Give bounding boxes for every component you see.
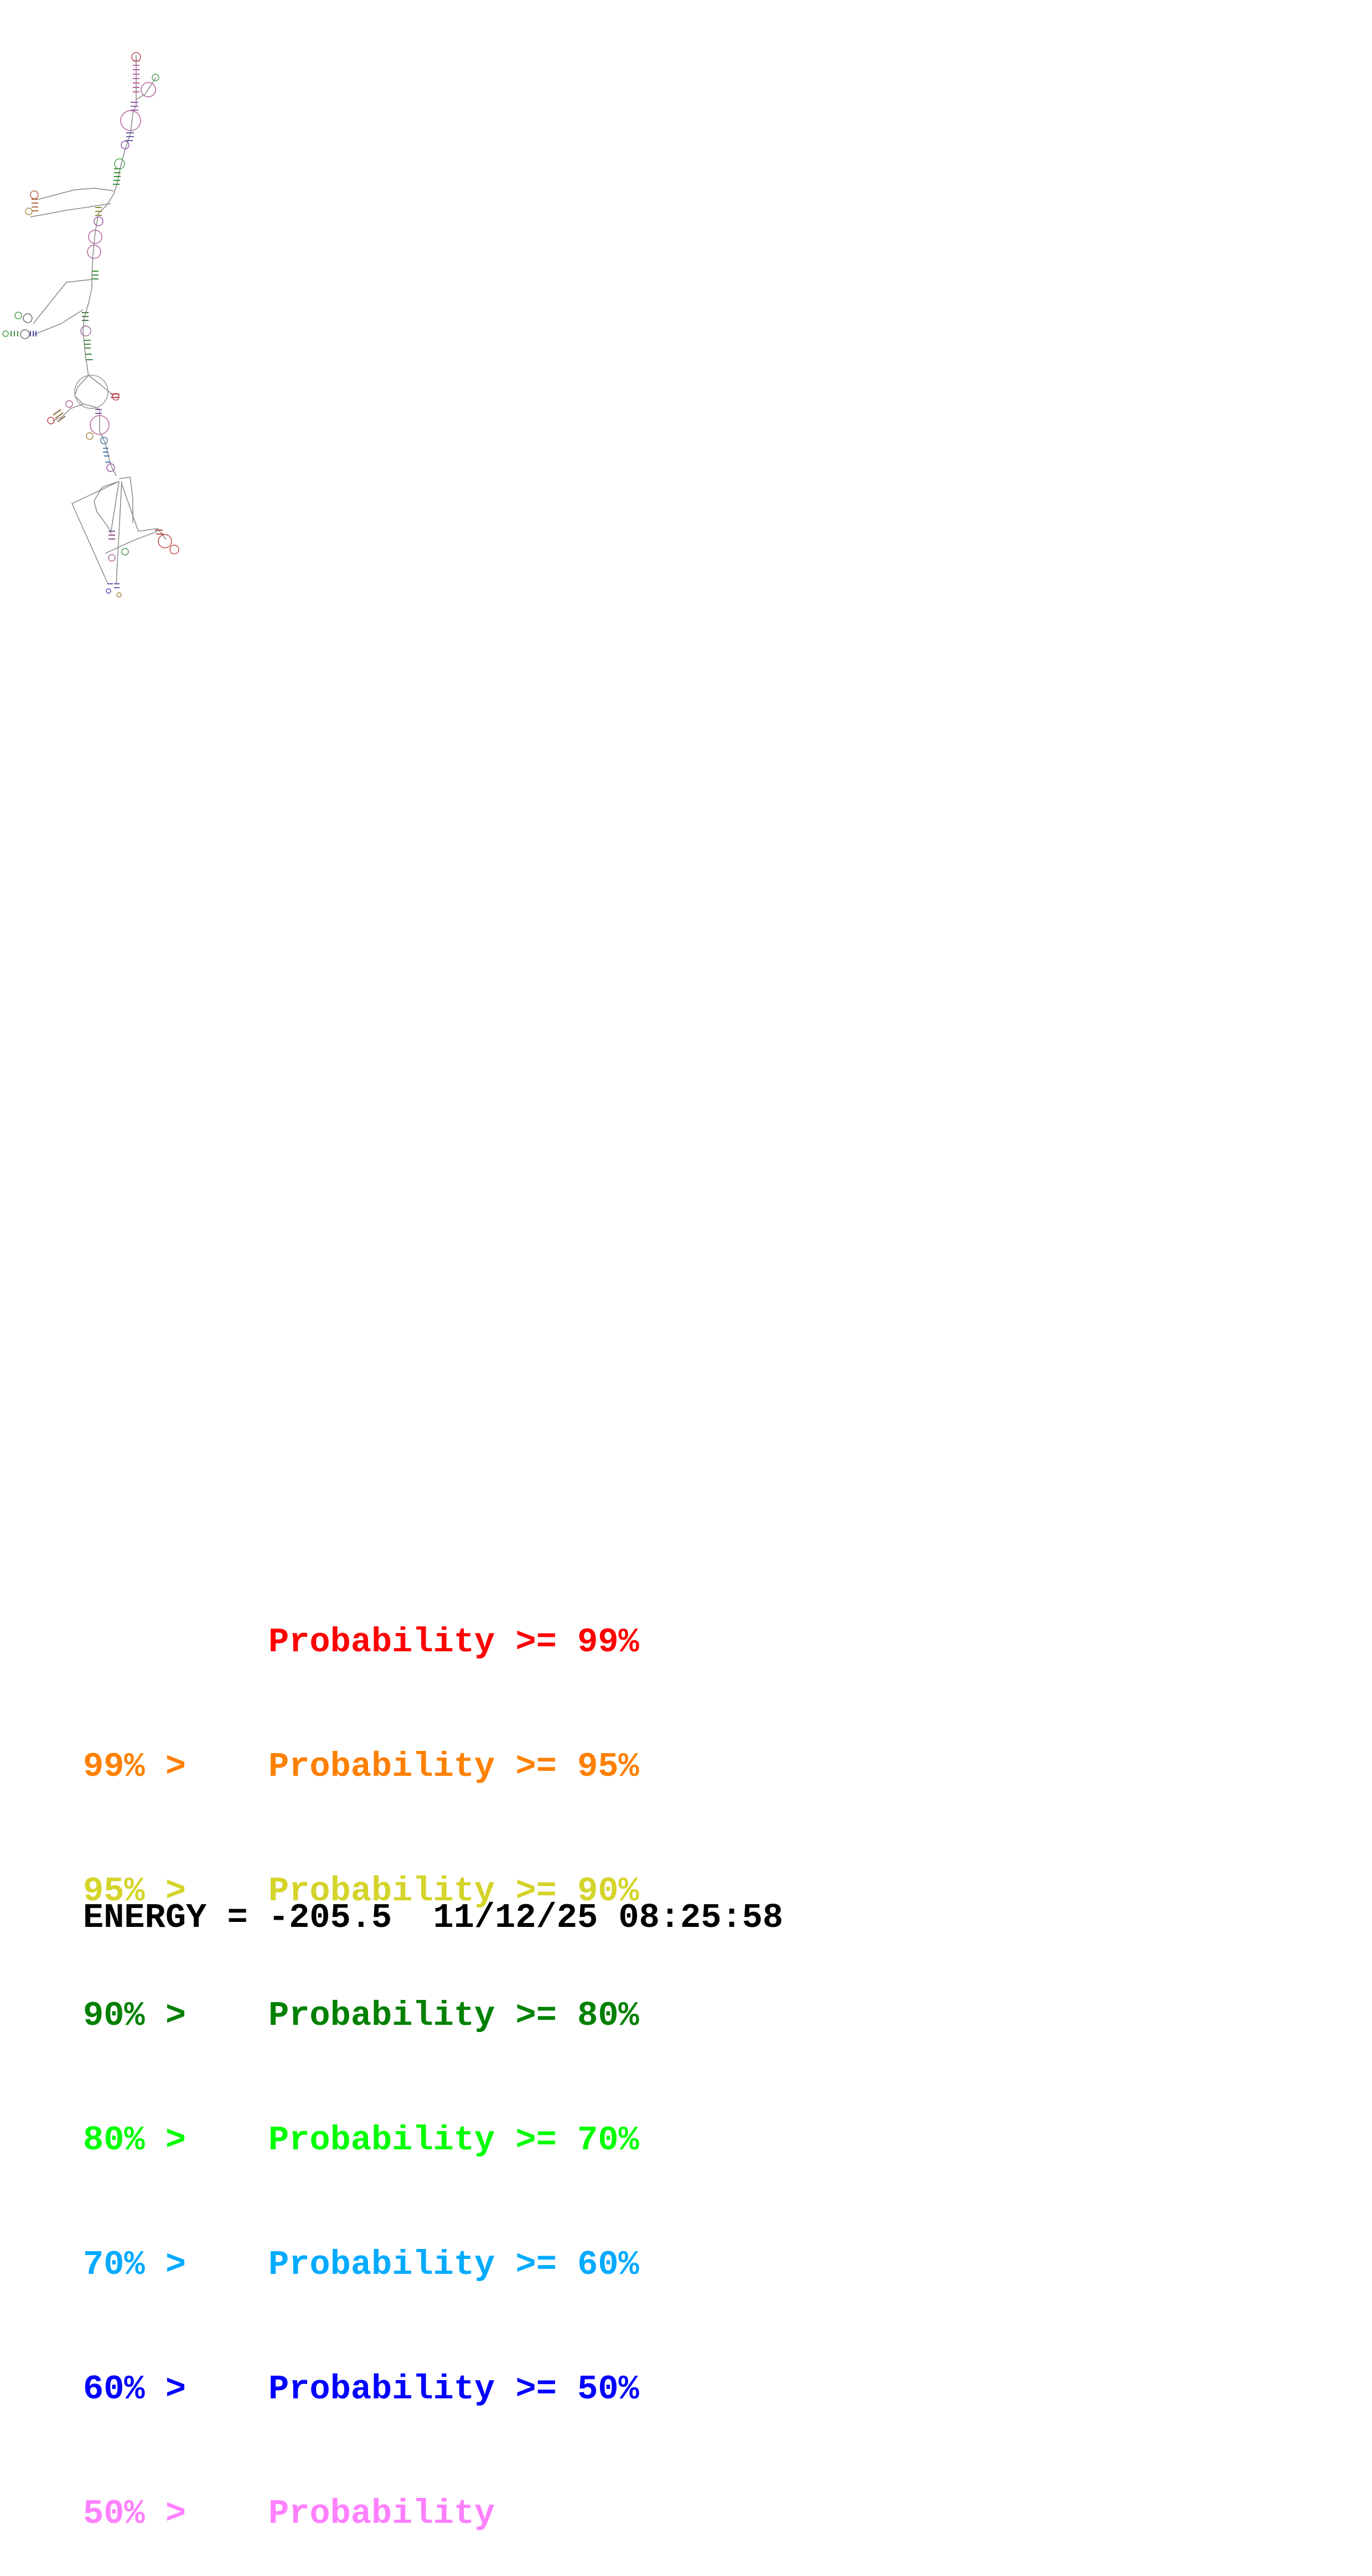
legend-prefix: 70% > [83,2245,187,2284]
legend-prefix: 95% > [83,1872,187,1911]
legend-row: 90% > Probability >= 80% [83,1995,639,2036]
probability-legend: Probability >= 99% 99% > Probability >= 9… [83,1538,639,2576]
legend-prefix: 50% > [83,2494,187,2533]
legend-label: Probability [268,2370,495,2409]
legend-suffix: >= 90% [515,1872,639,1911]
legend-prefix: 99% > [83,1747,187,1786]
energy-readout: ENERGY = -205.5 11/12/25 08:25:58 [83,1898,783,1937]
energy-label: ENERGY = [83,1898,248,1937]
legend-label: Probability [268,2245,495,2284]
energy-time: 08:25:58 [618,1898,784,1937]
legend-suffix: >= 60% [515,2245,639,2284]
backbone-lines [30,55,167,584]
legend-suffix: >= 95% [515,1747,639,1786]
loops [2,52,179,598]
legend-prefix: 60% > [83,2370,187,2409]
legend-label: Probability [268,1996,495,2035]
legend-suffix: >= 80% [515,1996,639,2035]
legend-row: 70% > Probability >= 60% [83,2244,639,2285]
legend-label: Probability [268,1872,495,1911]
legend-prefix: 90% > [83,1996,187,2035]
legend-suffix: >= 70% [515,2121,639,2160]
helix-stacks [11,60,164,588]
legend-prefix: 80% > [83,2121,187,2160]
legend-row: 95% > Probability >= 90% [83,1870,639,1912]
energy-value: -205.5 [268,1898,392,1937]
legend-suffix: >= 50% [515,2370,639,2409]
rna-secondary-structure [2,52,179,598]
energy-date: 11/12/25 [433,1898,598,1937]
legend-row: 50% > Probability [83,2493,639,2534]
legend-label: Probability [268,2121,495,2160]
legend-suffix: >= 99% [515,1623,639,1662]
legend-row: 80% > Probability >= 70% [83,2119,639,2161]
legend-label: Probability [268,2494,495,2533]
legend-label: Probability [268,1747,495,1786]
legend-row: Probability >= 99% [83,1621,639,1663]
legend-label: Probability [268,1623,495,1662]
legend-row: 60% > Probability >= 50% [83,2368,639,2410]
legend-row: 99% > Probability >= 95% [83,1746,639,1787]
